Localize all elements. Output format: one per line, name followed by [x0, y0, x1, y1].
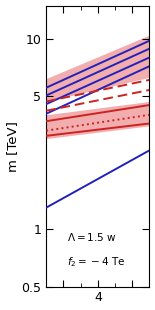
Text: $\Lambda = 1.5\ \mathrm{w}$: $\Lambda = 1.5\ \mathrm{w}$	[67, 231, 117, 243]
Y-axis label: m [TeV]: m [TeV]	[6, 121, 19, 171]
Text: $f_2 = -4\ \mathrm{Te}$: $f_2 = -4\ \mathrm{Te}$	[67, 255, 125, 269]
